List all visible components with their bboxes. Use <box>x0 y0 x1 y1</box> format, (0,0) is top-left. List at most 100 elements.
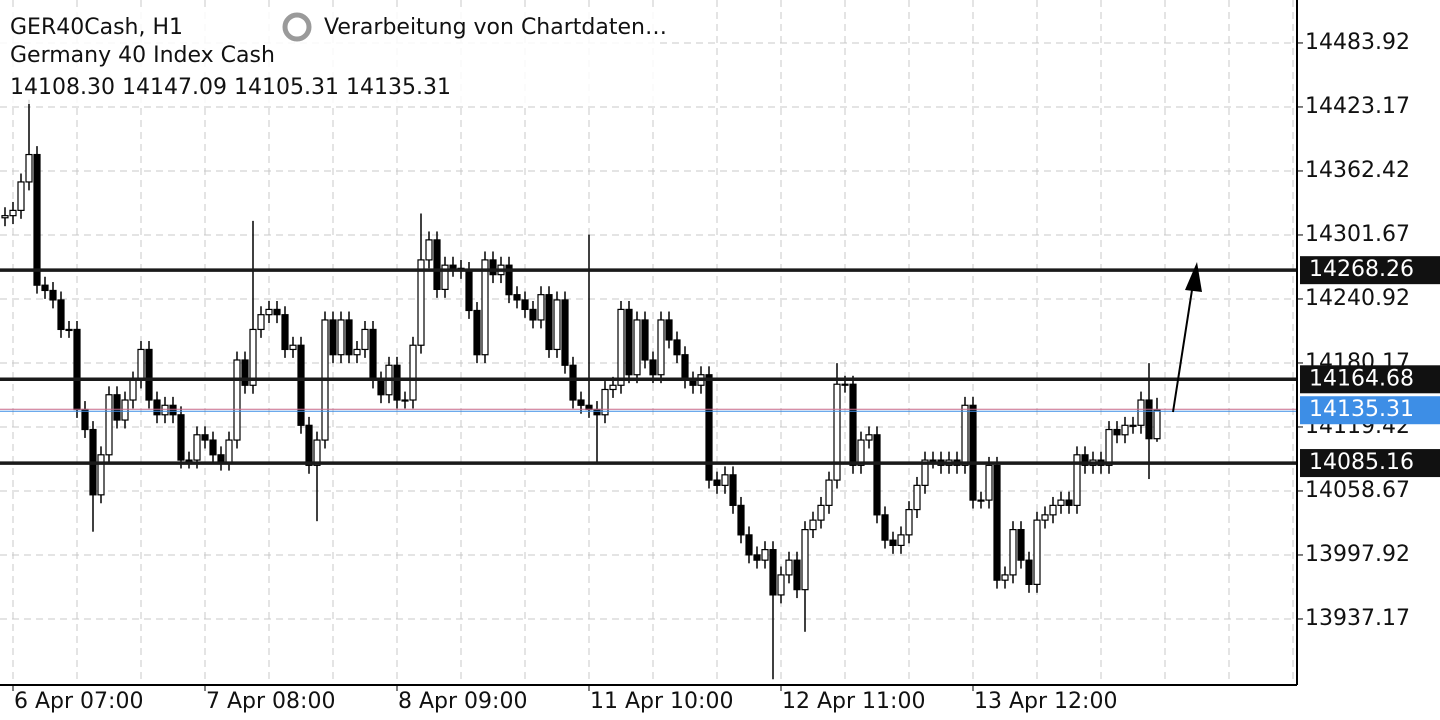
candle-body <box>1025 559 1033 585</box>
candle-body <box>1153 409 1161 440</box>
candle-body <box>489 259 497 276</box>
arrow <box>1172 289 1193 413</box>
level-label-bg <box>1300 449 1440 478</box>
candle-body <box>441 264 449 291</box>
candle-body <box>289 344 297 351</box>
candle-body <box>1073 454 1081 506</box>
spinner <box>282 12 312 42</box>
y-tick-label: 14301.67 <box>1305 222 1410 247</box>
candle-body <box>1001 574 1009 581</box>
plot <box>0 99 1297 680</box>
candle-body <box>105 394 113 456</box>
candle-body <box>233 359 241 441</box>
candle-body <box>881 514 889 541</box>
candle-body <box>9 209 17 217</box>
candle-body <box>737 504 745 536</box>
candle-body <box>121 399 129 421</box>
candle-body <box>265 308 273 316</box>
candle-body <box>505 264 513 296</box>
candle-body <box>889 539 897 547</box>
candle-body <box>337 319 345 356</box>
candle-body <box>257 314 265 331</box>
candle-body <box>649 359 657 376</box>
candle-body <box>993 464 1001 581</box>
ohlc-high: 14147.09 <box>122 75 227 100</box>
candle-body <box>633 319 641 376</box>
candle-body <box>305 424 313 466</box>
candle-body <box>97 454 105 496</box>
candle-body <box>129 379 137 401</box>
candle-body <box>25 153 33 183</box>
ohlc-open: 14108.30 <box>10 75 115 100</box>
candle-body <box>729 474 737 506</box>
y-tick-label: 13997.92 <box>1305 542 1410 567</box>
candle-body <box>137 348 145 381</box>
candle-body <box>57 299 65 331</box>
candle-body <box>1 215 9 219</box>
candle-body <box>425 239 433 261</box>
candle-body <box>569 364 577 401</box>
candle-body <box>1057 499 1065 506</box>
candle-body <box>545 294 553 351</box>
candle-body <box>313 439 321 466</box>
price-label-bg <box>1300 396 1440 425</box>
candle-body <box>185 459 193 462</box>
candle-body <box>1137 399 1145 426</box>
status: Verarbeitung von Chartdaten… <box>324 15 667 40</box>
candle-body <box>249 328 257 386</box>
candle-body <box>513 294 521 301</box>
candle-body <box>273 308 281 316</box>
candle-body <box>409 344 417 401</box>
candle-body <box>793 559 801 591</box>
candle-body <box>705 374 713 481</box>
candle-body <box>1121 424 1129 436</box>
candle-body <box>865 434 873 441</box>
x-tick-label: 7 Apr 08:00 <box>206 689 335 714</box>
candle-body <box>329 319 337 356</box>
candle-body <box>393 364 401 401</box>
candle-body <box>81 408 89 431</box>
candle-body <box>65 328 73 332</box>
candle-body <box>873 434 881 516</box>
candle-body <box>1145 399 1153 440</box>
candle-body <box>1033 519 1041 585</box>
candle-body <box>241 359 249 386</box>
candle-body <box>921 459 929 486</box>
level-label: 14268.26 <box>1309 257 1414 282</box>
candle-body <box>145 348 153 401</box>
candle-body <box>577 399 585 406</box>
candle-body <box>481 259 489 356</box>
level-label-bg <box>1300 256 1440 285</box>
candle-body <box>849 383 857 466</box>
candle-body <box>281 314 289 351</box>
candle-body <box>153 399 161 416</box>
candle-body <box>177 414 185 461</box>
header-bg <box>0 8 660 104</box>
candle-body <box>377 379 385 396</box>
candle-body <box>1113 428 1121 436</box>
candle-body <box>1129 424 1137 427</box>
candle-body <box>929 459 937 462</box>
candle-body <box>825 479 833 506</box>
candle-body <box>369 328 377 381</box>
level-label-bg <box>1300 365 1440 394</box>
candle-body <box>1009 529 1017 576</box>
y-tick-label: 13937.17 <box>1305 606 1410 631</box>
candle-body <box>913 484 921 511</box>
candle-body <box>473 309 481 356</box>
candle-body <box>465 269 473 312</box>
candle-body <box>897 534 905 547</box>
candle-body <box>353 348 361 356</box>
candle-body <box>1065 499 1073 506</box>
candle-body <box>593 408 601 416</box>
level-label: 14085.16 <box>1309 450 1414 475</box>
x-tick-label: 12 Apr 11:00 <box>782 689 925 714</box>
candle-body <box>809 519 817 531</box>
candle-body <box>193 434 201 461</box>
ohlc-close: 14135.31 <box>346 75 451 100</box>
candle-body <box>841 383 849 386</box>
candle-body <box>1081 454 1089 466</box>
candle-body <box>17 181 25 211</box>
candle-body <box>977 499 985 502</box>
